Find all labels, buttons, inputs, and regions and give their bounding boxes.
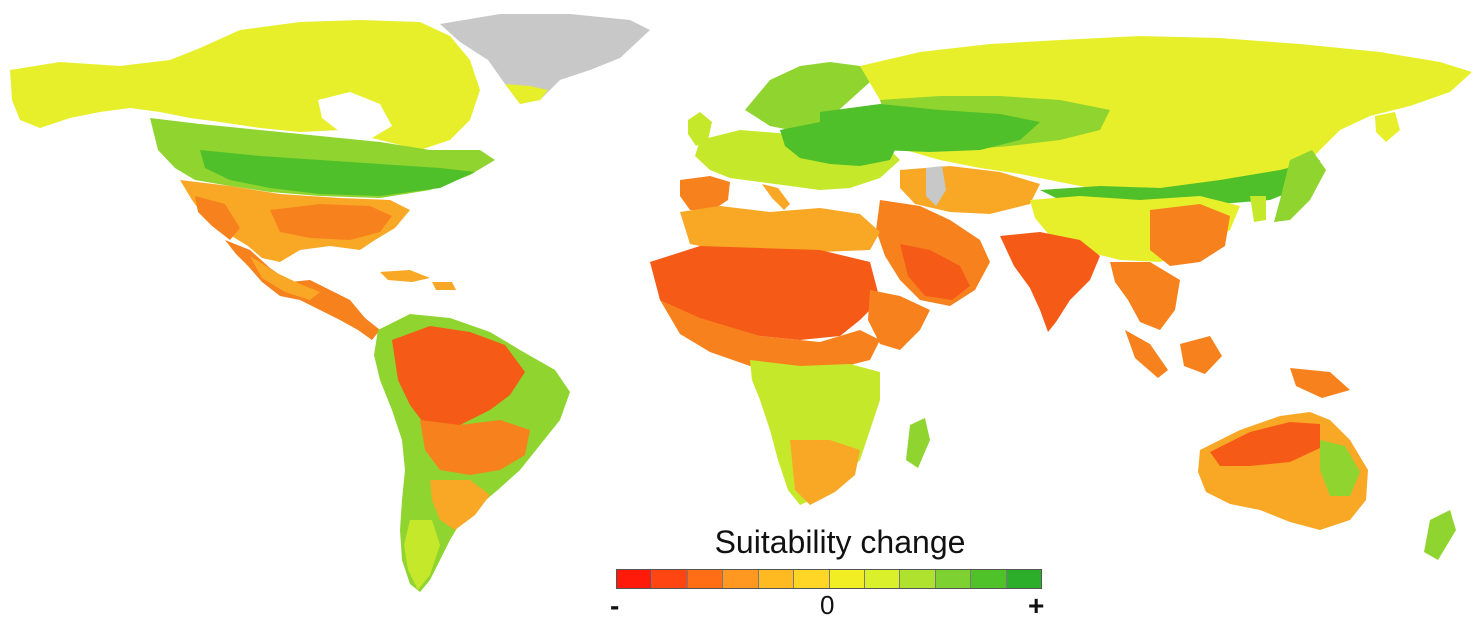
patagonia <box>404 520 440 590</box>
legend-mid-label: 0 <box>820 590 835 620</box>
legend-swatch <box>617 570 653 588</box>
usa-orange <box>270 204 392 240</box>
legend-swatch <box>758 570 795 588</box>
cuba <box>380 270 430 282</box>
brazil-orange <box>420 420 530 475</box>
new-zealand <box>1424 510 1456 560</box>
siberia <box>860 36 1472 194</box>
japan <box>1274 150 1326 222</box>
new-guinea <box>1290 368 1350 398</box>
arabia-red <box>900 244 970 300</box>
usa-west-orange <box>195 196 240 240</box>
legend-max-label: + <box>1028 590 1045 621</box>
legend-swatch <box>723 570 759 588</box>
uk <box>688 112 712 146</box>
legend-color-bar <box>616 569 1042 589</box>
hispaniola <box>432 282 456 290</box>
horn-of-africa <box>868 290 930 350</box>
hudson-bay <box>318 92 392 138</box>
legend-swatch <box>900 570 936 588</box>
russia-strong-green <box>820 104 1040 152</box>
caspian <box>926 166 946 206</box>
korea <box>1250 196 1266 222</box>
legend-swatch <box>829 570 865 588</box>
canada-strong-green <box>200 150 475 196</box>
kamchatka <box>1375 112 1400 142</box>
australia-green-east <box>1320 440 1360 496</box>
legend-swatch <box>652 570 688 588</box>
sahel-orange <box>660 300 880 372</box>
legend-swatch <box>864 570 901 588</box>
greenland-rim <box>505 84 548 104</box>
siberia-green-south <box>1040 160 1320 206</box>
iberia <box>680 176 730 212</box>
argentina-yellow <box>430 480 490 530</box>
mexico-yellow <box>250 256 320 300</box>
sahara <box>650 246 880 340</box>
scandinavia <box>745 62 870 130</box>
legend-swatch <box>971 570 1007 588</box>
indonesia-sumatra <box>1125 330 1168 378</box>
legend-swatch <box>935 570 972 588</box>
southeast-asia <box>1110 262 1180 330</box>
oceania <box>1125 330 1456 560</box>
north-africa-top <box>680 206 880 252</box>
australia-red <box>1210 422 1320 466</box>
legend-swatch <box>1006 570 1042 588</box>
north-america <box>10 14 650 340</box>
africa <box>650 206 930 505</box>
borneo <box>1180 336 1222 374</box>
italy <box>762 184 790 210</box>
legend-title: Suitability change <box>714 524 966 560</box>
southern-africa-orange <box>790 440 860 505</box>
madagascar <box>906 418 930 468</box>
greenland <box>440 14 650 104</box>
legend-min-label: - <box>610 590 620 621</box>
south-america <box>374 314 570 592</box>
europe <box>680 62 900 212</box>
india <box>1000 232 1100 332</box>
legend-swatch <box>794 570 830 588</box>
legend-swatch <box>687 570 724 588</box>
amazon-red <box>392 326 525 430</box>
south-china-orange <box>1150 204 1230 266</box>
asia <box>820 36 1472 332</box>
